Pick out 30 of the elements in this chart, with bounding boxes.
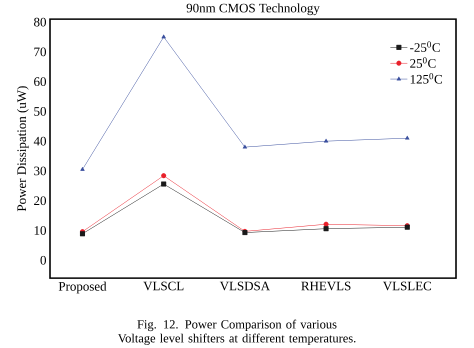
x-tick-label: VLSLEC (382, 281, 432, 290)
point (405, 135, 410, 140)
point (161, 34, 166, 38)
y-tick-label: 70 (34, 47, 46, 56)
point (161, 172, 166, 178)
y-tick-label: 60 (34, 77, 46, 86)
y-tick-label: 0 (40, 256, 46, 264)
point (324, 222, 329, 227)
x-tick-label: Proposed (58, 281, 106, 294)
point (324, 138, 328, 142)
legend-label: 25$^{0}$C (410, 57, 436, 68)
chart-title: 90nm CMOS Technology (186, 3, 320, 15)
point (80, 166, 85, 171)
x-tick-label: RHEVLS (301, 281, 350, 290)
legend-label: -25$^{0}$C (410, 41, 440, 52)
caption: Fig. 12. Power Comparison of various Voltage level shifters at different temperatures. (118, 319, 356, 345)
y-tick-label: 40 (34, 136, 46, 146)
y-tick-label: 20 (34, 196, 46, 205)
point (242, 144, 248, 148)
y-axis-title: Power Dissipation (uW) (16, 86, 29, 212)
point (324, 226, 329, 232)
point (161, 181, 166, 186)
legend-label: 125$^{0}$C (410, 72, 442, 84)
x-tick-label: VLSDSA (220, 281, 270, 290)
y-tick-label: 50 (34, 106, 46, 116)
y-tick-label: 80 (34, 18, 46, 26)
y-tick-label: 30 (34, 166, 46, 176)
point (80, 231, 86, 236)
x-tick-label: VLSCL (143, 281, 184, 290)
y-tick-label: 10 (34, 226, 46, 235)
